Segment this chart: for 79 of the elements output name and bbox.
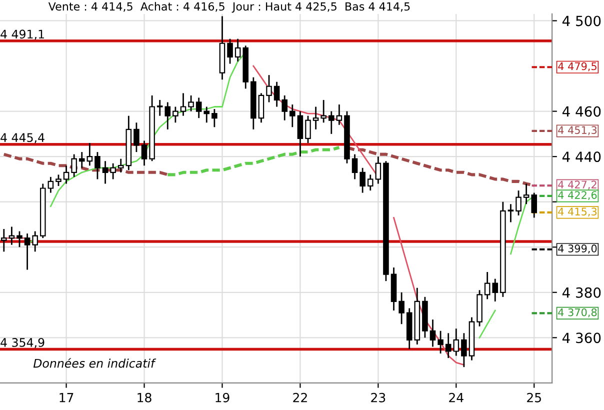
candlestick <box>227 38 233 64</box>
candlestick <box>282 94 288 122</box>
candlestick <box>398 292 404 325</box>
ref-line-label: 4 370,8 <box>558 308 597 318</box>
candlestick <box>367 174 374 192</box>
candlestick <box>508 203 514 223</box>
candlestick <box>438 330 444 354</box>
ref-line-label: 4 445,4 <box>0 133 44 144</box>
candlestick <box>274 81 280 108</box>
candlestick <box>110 162 116 180</box>
candlestick <box>212 108 218 128</box>
ref-line-label: 4 427,2 <box>558 180 596 190</box>
candlestick <box>78 151 85 169</box>
x-tick-label: 18 <box>138 392 152 402</box>
x-tick-label: 25 <box>527 392 541 402</box>
candlestick <box>1 228 7 252</box>
x-tick-label: 19 <box>216 392 230 402</box>
candlestick <box>305 115 311 144</box>
candlestick <box>56 174 62 187</box>
candlestick <box>32 230 38 252</box>
candlestick <box>328 110 334 135</box>
ref-line-label: 4 479,5 <box>558 62 596 72</box>
candlestick <box>266 74 272 103</box>
candlestick <box>48 176 54 194</box>
candlestick <box>188 94 194 112</box>
candlestick <box>8 226 15 246</box>
candlestick <box>24 232 30 270</box>
candlestick <box>453 328 460 356</box>
candlestick <box>204 106 210 124</box>
candlestick <box>71 154 77 178</box>
y-tick-label: 4 500 <box>562 16 601 26</box>
candlestick <box>516 190 522 216</box>
candlestick <box>156 99 163 117</box>
candlestick <box>16 230 22 248</box>
candlestick <box>492 278 498 302</box>
candlestick <box>94 151 100 180</box>
ref-line-label: 4 399,0 <box>558 244 597 254</box>
ref-line-label: 4 451,3 <box>558 126 597 136</box>
candlestick <box>445 332 452 359</box>
ref-line-label: 4 415,3 <box>558 208 597 217</box>
candlestick <box>258 92 264 124</box>
candlestick <box>180 92 186 117</box>
candlestick <box>461 332 467 368</box>
candlestick <box>134 122 140 153</box>
candlestick <box>297 110 304 158</box>
candlestick <box>141 140 148 166</box>
candlestick <box>290 104 296 128</box>
candlestick <box>523 183 530 205</box>
candlestick <box>312 106 319 130</box>
line-series <box>166 146 341 176</box>
candlestick <box>375 156 382 184</box>
x-tick-label: 24 <box>449 392 464 402</box>
ref-line-label: 4 491,1 <box>0 30 44 40</box>
y-tick-label: 4 380 <box>562 287 601 298</box>
candlestick <box>234 38 241 62</box>
candlestick <box>102 160 108 184</box>
x-tick-label: 23 <box>371 392 386 402</box>
candlestick <box>336 104 342 126</box>
candlestick <box>320 99 326 124</box>
x-tick-label: 17 <box>60 393 74 402</box>
y-tick-label: 4 460 <box>562 106 601 117</box>
candlestick <box>360 167 366 194</box>
ref-line-label: 4 422,6 <box>558 191 597 200</box>
candlestick <box>63 164 70 184</box>
candlestick <box>118 158 124 174</box>
ref-line-label: 4 354,9 <box>0 338 44 348</box>
y-tick-label: 4 360 <box>562 332 601 344</box>
annotation: Données en indicatif <box>33 358 156 368</box>
text: Vente : 4 414,5 Achat : 4 416,5 Jour : Haut 4 425,5 Bas 4 414,5 <box>48 2 410 13</box>
candlestick <box>430 318 436 348</box>
candlestick <box>196 97 202 119</box>
y-tick-label: 4 440 <box>562 152 601 162</box>
candlestick <box>531 192 538 218</box>
candlestick <box>172 106 178 124</box>
x-tick-label: 22 <box>293 392 307 402</box>
candlestick <box>352 154 358 180</box>
candlestick <box>484 271 490 300</box>
candlestick <box>86 142 93 166</box>
candlestick <box>164 102 171 130</box>
